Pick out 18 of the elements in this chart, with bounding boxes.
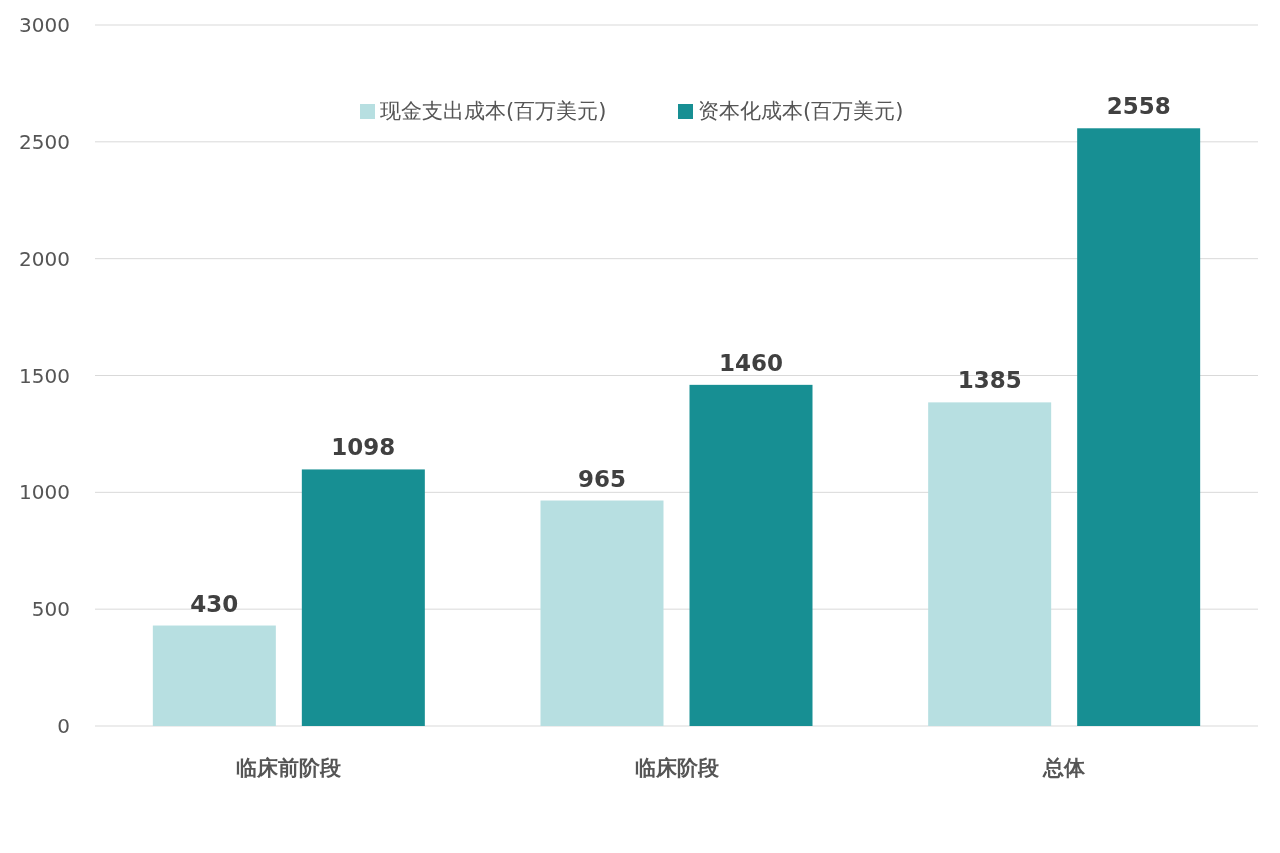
data-label: 2558 bbox=[1106, 93, 1171, 120]
data-label: 965 bbox=[577, 465, 627, 492]
y-tick-label: 2000 bbox=[19, 246, 70, 271]
data-label: 1460 bbox=[718, 349, 784, 376]
data-label: 1098 bbox=[331, 434, 396, 461]
y-tick-label: 2500 bbox=[19, 129, 70, 154]
y-tick-label: 500 bbox=[31, 597, 70, 622]
legend-label: 资本化成本(百万美元) bbox=[698, 99, 904, 123]
y-tick-label: 3000 bbox=[19, 13, 70, 37]
x-tick-label: 总体 bbox=[1042, 756, 1087, 780]
data-label: 430 bbox=[190, 590, 239, 617]
x-tick-label: 临床阶段 bbox=[634, 756, 720, 780]
y-tick-label: 1500 bbox=[19, 363, 70, 388]
x-tick-label: 临床前阶段 bbox=[236, 756, 343, 780]
data-label: 1385 bbox=[957, 367, 1022, 394]
legend-label: 现金支出成本(百万美元) bbox=[380, 99, 607, 123]
y-tick-label: 1000 bbox=[19, 480, 70, 505]
y-tick-label: 0 bbox=[57, 714, 70, 738]
